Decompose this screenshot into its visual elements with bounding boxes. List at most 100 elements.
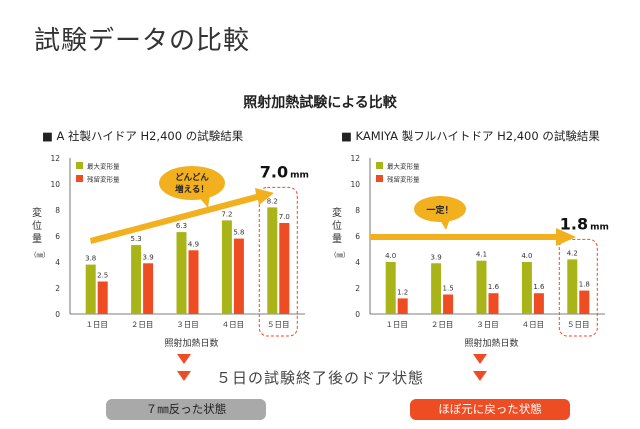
y-tick-label: 12 — [350, 154, 360, 163]
x-tick-label: １日目 — [85, 320, 108, 329]
y-axis-unit: （㎜） — [330, 251, 350, 259]
legend-label: 残留変形量 — [87, 175, 120, 184]
callout-tail — [198, 194, 210, 208]
y-axis-label: 変 — [332, 206, 342, 219]
y-tick-label: 12 — [50, 154, 60, 163]
x-axis-label: 照射加熱日数 — [464, 337, 518, 349]
data-label: 1.2 — [397, 288, 408, 296]
legend-label: 残留変形量 — [387, 175, 420, 184]
data-label: 6.3 — [176, 222, 187, 230]
data-label: 7.0 — [279, 213, 290, 221]
y-tick-label: 2 — [55, 284, 60, 293]
data-label: 4.1 — [476, 251, 487, 259]
legend-swatch — [76, 175, 83, 182]
outcome-a-badge: ７㎜反った状態 — [106, 399, 266, 420]
x-tick-label: ２日目 — [131, 320, 154, 329]
y-axis-label: 変 — [32, 206, 42, 219]
trend-arrow-icon — [90, 188, 274, 244]
result-value: 1.8 mm — [560, 214, 609, 233]
data-label: 4.0 — [521, 252, 532, 260]
x-tick-label: ３日目 — [476, 320, 499, 329]
y-axis-label: 位 — [32, 219, 42, 232]
data-label: 4.2 — [567, 249, 578, 257]
bar-residual — [143, 263, 154, 314]
bar-max — [431, 263, 442, 314]
data-label: 5.3 — [131, 235, 142, 243]
data-label: 4.9 — [188, 240, 199, 248]
data-label: 1.5 — [443, 285, 454, 293]
bar-max — [85, 264, 96, 314]
result-value: 7.0 mm — [260, 162, 309, 181]
callout-bubble — [414, 196, 466, 222]
y-axis-unit: （㎜） — [30, 251, 50, 259]
down-arrow-icon — [177, 354, 191, 364]
y-tick-label: 2 — [355, 284, 360, 293]
y-tick-label: 0 — [55, 310, 60, 319]
y-tick-label: 4 — [355, 258, 360, 267]
data-label: 1.6 — [533, 283, 545, 291]
x-tick-label: ３日目 — [176, 320, 199, 329]
x-tick-label: ４日目 — [522, 320, 545, 329]
bar-max — [567, 259, 578, 314]
bar-max — [131, 245, 142, 314]
page-title: 試験データの比較 — [34, 26, 251, 56]
x-tick-label: ５日目 — [567, 320, 590, 329]
x-axis-label: 照射加熱日数 — [164, 337, 218, 349]
y-tick-label: 8 — [55, 206, 60, 215]
down-arrow-icon — [473, 354, 487, 364]
y-tick-label: 4 — [55, 258, 60, 267]
trend-arrow-icon — [370, 228, 576, 246]
x-tick-label: １日目 — [385, 320, 408, 329]
y-tick-label: 8 — [355, 206, 360, 215]
bar-residual — [488, 293, 499, 314]
legend-swatch — [76, 162, 83, 169]
data-label: 1.6 — [488, 283, 500, 291]
bar-residual — [279, 223, 290, 314]
callout-text: どんどん — [175, 172, 209, 183]
data-label: 2.5 — [97, 272, 108, 280]
bar-residual — [443, 294, 454, 314]
legend-swatch — [376, 162, 383, 169]
y-tick-label: 0 — [355, 310, 360, 319]
x-tick-label: ２日目 — [431, 320, 454, 329]
callout-text: 一定！ — [426, 204, 453, 216]
callout-text: 増える！ — [175, 184, 209, 195]
conclusion-text: ５日の試験終了後のドア状態 — [215, 369, 424, 387]
chart-b-heading: ■ KAMIYA 製フルハイトドア H2,400 の試験結果 — [341, 129, 600, 143]
outcome-b-badge: ほぼ元に戻った状態 — [410, 399, 570, 420]
callout-tail — [440, 219, 450, 230]
bar-max — [476, 260, 487, 314]
y-tick-label: 6 — [355, 232, 360, 241]
data-label: 3.8 — [85, 255, 96, 263]
chart-b: 0 2 4 6 8 10 12 変位量 （㎜） 4.0 3.9 4.1 4.0 4.2 1.2 1.5 1.6 1… — [330, 154, 609, 349]
bar-residual — [579, 290, 590, 314]
bar-max — [176, 232, 187, 314]
y-tick-label: 6 — [55, 232, 60, 241]
highlight-box — [558, 238, 598, 337]
callout-bubble — [159, 166, 225, 200]
data-label: 8.2 — [267, 197, 278, 205]
y-tick-label: 10 — [50, 180, 60, 189]
legend-label: 最大変形量 — [87, 162, 120, 171]
bar-max — [385, 262, 396, 314]
legend-swatch — [376, 175, 383, 182]
data-label: 1.8 — [579, 281, 590, 289]
y-axis-label: 量 — [32, 233, 42, 245]
y-tick-label: 10 — [350, 180, 360, 189]
down-arrow-icon — [177, 371, 191, 381]
chart-a-heading: ■ A 社製ハイドア H2,400 の試験結果 — [42, 129, 244, 143]
data-label: 5.8 — [233, 229, 244, 237]
bar-residual — [97, 281, 108, 314]
data-label: 4.0 — [385, 252, 396, 260]
bar-residual — [188, 250, 199, 314]
bar-max — [521, 262, 532, 314]
x-tick-label: ５日目 — [267, 320, 290, 329]
legend-label: 最大変形量 — [387, 162, 420, 171]
bar-max — [221, 220, 232, 314]
data-label: 7.2 — [221, 210, 232, 218]
bar-residual — [533, 293, 544, 314]
chart-section-subtitle: 照射加熱試験による比較 — [243, 95, 397, 111]
y-axis-label: 位 — [332, 219, 342, 232]
down-arrow-icon — [473, 371, 487, 381]
bar-residual — [233, 238, 244, 314]
